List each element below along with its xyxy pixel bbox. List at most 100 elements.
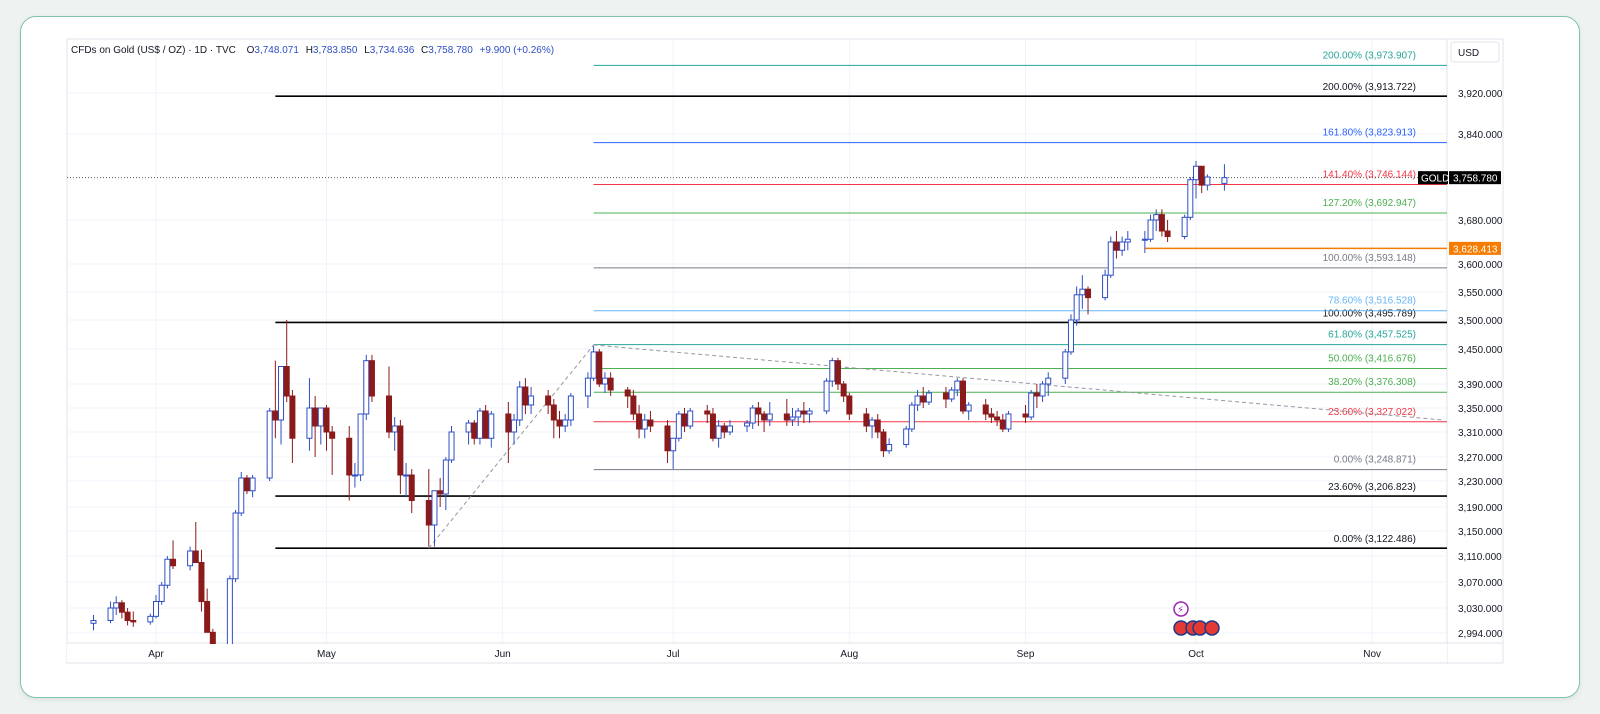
candle-body xyxy=(1045,377,1052,385)
candle-body xyxy=(323,407,330,433)
candle-body xyxy=(687,410,694,427)
candle-body xyxy=(243,477,250,492)
candle-body xyxy=(204,601,211,633)
candle-body xyxy=(1181,216,1188,237)
candle-body xyxy=(1164,230,1171,237)
y-tick-label: 3,190.000 xyxy=(1458,503,1503,514)
candle-body xyxy=(948,389,955,400)
candle-body xyxy=(959,380,966,412)
candle-body xyxy=(709,413,716,439)
fib-right-label: 23.60% (3,327.022) xyxy=(1328,407,1416,418)
candle-body xyxy=(368,360,375,397)
candle-body xyxy=(90,620,97,624)
plot-area[interactable] xyxy=(66,38,1448,664)
x-tick-label: May xyxy=(317,649,336,660)
y-tick-label: 3,270.000 xyxy=(1458,453,1503,464)
fib-left-label: 23.60% (3,206.823) xyxy=(1328,482,1416,493)
candle-body xyxy=(1147,219,1154,240)
candle-body xyxy=(744,422,751,427)
candle-body xyxy=(363,360,370,415)
candle-body xyxy=(312,407,319,427)
candle-body xyxy=(789,416,796,421)
candle-body xyxy=(153,601,159,617)
fib-right-label: 161.80% (3,823.913) xyxy=(1323,128,1416,139)
fib-right-label: 78.60% (3,516.528) xyxy=(1328,296,1416,307)
candle-body xyxy=(431,490,438,526)
y-tick-label: 3,550.000 xyxy=(1458,288,1503,299)
candle-body xyxy=(1022,413,1029,418)
candle-body xyxy=(448,431,455,461)
candle-body xyxy=(471,422,478,439)
header-open: 3,748.071 xyxy=(254,45,299,56)
currency-button[interactable] xyxy=(1450,41,1500,63)
candle-body xyxy=(1028,392,1035,418)
candle-body xyxy=(624,389,631,397)
candle-body xyxy=(266,410,273,479)
candle-body xyxy=(721,425,728,433)
candle-body xyxy=(1107,241,1114,276)
candle-body xyxy=(488,413,495,439)
candle-body xyxy=(1187,179,1194,218)
candle-body xyxy=(522,386,529,406)
time-axis-bg[interactable] xyxy=(67,644,1447,662)
fib-right-label: 200.00% (3,973.907) xyxy=(1323,50,1416,61)
candle-body xyxy=(1039,383,1046,397)
candle-body xyxy=(391,425,398,433)
y-tick-label: 3,070.000 xyxy=(1458,578,1503,589)
fib-right-label: 0.00% (3,248.871) xyxy=(1334,455,1416,466)
candle-body xyxy=(1193,165,1199,181)
candle-body xyxy=(170,558,177,567)
fib-left-label: 100.00% (3,495.789) xyxy=(1323,308,1416,319)
events-group[interactable]: ⚡ xyxy=(1173,601,1220,636)
candle-body xyxy=(1062,351,1069,379)
y-tick-label: 3,310.000 xyxy=(1458,428,1503,439)
y-tick-label: 3,110.000 xyxy=(1458,552,1502,563)
fib-right-label: 50.00% (3,416.676) xyxy=(1328,353,1416,364)
lightning-icon[interactable] xyxy=(1173,601,1189,617)
y-tick-label: 3,500.000 xyxy=(1458,316,1503,327)
candle-body xyxy=(528,395,535,406)
candle-body xyxy=(397,425,404,476)
x-tick-label: Jul xyxy=(667,649,680,660)
candle-body xyxy=(158,584,165,602)
candle-body xyxy=(607,377,614,391)
trend-dash-1 xyxy=(428,344,594,549)
price-chart[interactable]: 200.00% (3,913.722) 100.00% (3,495.789) 23… xyxy=(21,17,1579,697)
candle-body xyxy=(829,360,836,382)
last-price-label: 3,758.780 xyxy=(1453,174,1498,185)
candle-body xyxy=(357,413,364,476)
candle-body xyxy=(516,386,523,421)
candle-body xyxy=(886,444,893,452)
candle-body xyxy=(914,395,921,406)
header-high: 3,783.850 xyxy=(313,45,358,56)
candle-body xyxy=(647,419,654,427)
candle-body xyxy=(1067,319,1074,353)
candle-body xyxy=(823,380,830,412)
currency-label: USD xyxy=(1458,48,1479,59)
header-low: 3,734.636 xyxy=(370,45,415,56)
y-tick-label: 3,450.000 xyxy=(1458,345,1503,356)
candle-body xyxy=(590,351,597,379)
candle-body xyxy=(226,578,233,651)
candle-body xyxy=(954,380,961,391)
candle-body xyxy=(636,413,643,430)
candle-body xyxy=(840,383,847,397)
us-flag-icon-4[interactable] xyxy=(1204,620,1220,636)
candle-body xyxy=(1141,238,1148,241)
candle-body xyxy=(1005,413,1012,430)
y-tick-label: 3,920.000 xyxy=(1458,89,1503,100)
candle-body xyxy=(1124,238,1131,243)
y-tick-label: 3,230.000 xyxy=(1458,477,1503,488)
candle-body xyxy=(800,410,807,415)
header-change: +9.900 (+0.26%) xyxy=(480,45,555,56)
candle-body xyxy=(187,550,194,567)
x-tick-label: Sep xyxy=(1017,649,1035,660)
x-tick-label: Oct xyxy=(1188,649,1204,660)
candle-body xyxy=(249,477,256,492)
candle-body xyxy=(1153,214,1160,221)
candle-body xyxy=(124,611,131,622)
price-axis[interactable] xyxy=(1446,38,1504,664)
y-tick-label: 3,600.000 xyxy=(1458,260,1503,271)
header-close-label: C xyxy=(421,45,428,56)
candle-body xyxy=(408,474,415,501)
